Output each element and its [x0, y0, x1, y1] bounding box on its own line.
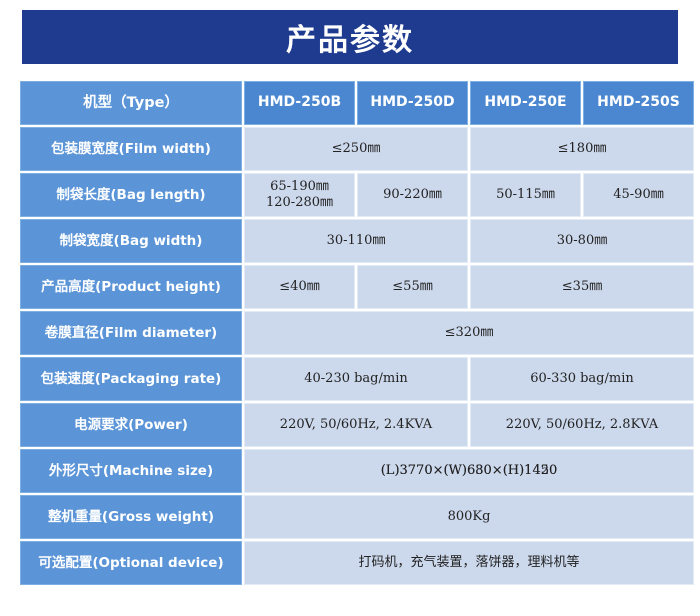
page-title: 产品参数 [286, 23, 414, 58]
table-cell: ≤250㎜ [244, 127, 468, 171]
table-cell: 800Kg [244, 495, 694, 539]
table-cell: 65-190㎜ 120-280㎜ [244, 173, 355, 217]
row-label: 整机重量(Gross weight) [20, 495, 242, 539]
table-cell: 50-115㎜ [470, 173, 581, 217]
row-label: 制袋宽度(Bag width) [20, 219, 242, 263]
product-parameters-table: 机型（Type） HMD-250B HMD-250D HMD-250E HMD-250S… [18, 79, 696, 587]
table-row: 整机重量(Gross weight) 800Kg [20, 495, 694, 539]
model-header-hmd-250d: HMD-250D [357, 81, 468, 125]
table-body: 机型（Type） HMD-250B HMD-250D HMD-250E HMD-250S… [20, 81, 694, 585]
model-header-hmd-250s: HMD-250S [583, 81, 694, 125]
cell-line-1: 65-190㎜ [270, 178, 329, 194]
row-label: 外形尺寸(Machine size) [20, 449, 242, 493]
machine-size-overlap: (L)3770×(W)680×(H)1420 (L)3770×(W)630×(H)… [381, 463, 558, 479]
table-cell: ≤35㎜ [470, 265, 694, 309]
machine-size-overlay-text: (L)3770×(W)680×(H)1420 [380, 462, 558, 478]
table-row: 电源要求(Power) 220V, 50/60Hz, 2.4KVA 220V, 50… [20, 403, 694, 447]
table-row: 制袋宽度(Bag width) 30-110㎜ 30-80㎜ [20, 219, 694, 263]
row-label: 产品高度(Product height) [20, 265, 242, 309]
row-label: 包装速度(Packaging rate) [20, 357, 242, 401]
table-cell: ≤40㎜ [244, 265, 355, 309]
table-cell: 220V, 50/60Hz, 2.8KVA [470, 403, 694, 447]
row-label: 可选配置(Optional device) [20, 541, 242, 585]
row-label: 卷膜直径(Film diameter) [20, 311, 242, 355]
table-row: 卷膜直径(Film diameter) ≤320㎜ [20, 311, 694, 355]
model-header-hmd-250e: HMD-250E [470, 81, 581, 125]
row-label: 制袋长度(Bag length) [20, 173, 242, 217]
table-cell: 220V, 50/60Hz, 2.4KVA [244, 403, 468, 447]
table-row: 包装速度(Packaging rate) 40-230 bag/min 60-330… [20, 357, 694, 401]
table-cell: 40-230 bag/min [244, 357, 468, 401]
table-header-row: 机型（Type） HMD-250B HMD-250D HMD-250E HMD-250S [20, 81, 694, 125]
table-row: 外形尺寸(Machine size) (L)3770×(W)680×(H)1420… [20, 449, 694, 493]
table-cell: 打码机，充气装置，落饼器，理料机等 [244, 541, 694, 585]
table-cell: (L)3770×(W)680×(H)1420 (L)3770×(W)630×(H)… [244, 449, 694, 493]
row-label: 包装膜宽度(Film width) [20, 127, 242, 171]
machine-size-primary-text: (L)3770×(W)630×(H)1450 [380, 462, 558, 478]
row-label: 电源要求(Power) [20, 403, 242, 447]
table-row: 包装膜宽度(Film width) ≤250㎜ ≤180㎜ [20, 127, 694, 171]
cell-line-2: 120-280㎜ [265, 195, 334, 210]
table-cell: 45-90㎜ [583, 173, 694, 217]
table-cell: 60-330 bag/min [470, 357, 694, 401]
table-row: 可选配置(Optional device) 打码机，充气装置，落饼器，理料机等 [20, 541, 694, 585]
table-row: 制袋长度(Bag length) 65-190㎜ 120-280㎜ 90-220㎜ 50… [20, 173, 694, 217]
table-cell: 30-80㎜ [470, 219, 694, 263]
model-header-hmd-250b: HMD-250B [244, 81, 355, 125]
table-row: 产品高度(Product height) ≤40㎜ ≤55㎜ ≤35㎜ [20, 265, 694, 309]
table-cell: 90-220㎜ [357, 173, 468, 217]
table-cell: ≤55㎜ [357, 265, 468, 309]
table-cell: ≤180㎜ [470, 127, 694, 171]
table-cell: ≤320㎜ [244, 311, 694, 355]
table-cell: 30-110㎜ [244, 219, 468, 263]
header-type-label: 机型（Type） [20, 81, 242, 125]
page-title-banner: 产品参数 [22, 10, 678, 64]
